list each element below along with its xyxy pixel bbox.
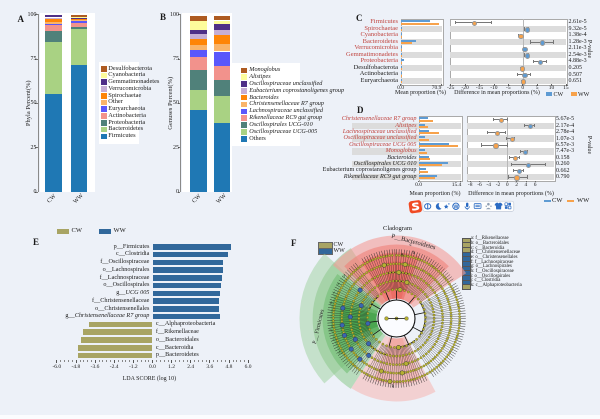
svg-text:b: b <box>413 251 416 256</box>
svg-text:j: j <box>337 349 339 354</box>
svg-text:e: e <box>337 281 339 286</box>
svg-text:f: f <box>333 291 335 296</box>
svg-text:W: W <box>453 204 458 210</box>
svg-text:k: k <box>392 384 395 389</box>
svg-text:a: a <box>401 253 404 258</box>
svg-text:h: h <box>330 327 333 332</box>
svg-text:g: g <box>330 299 333 304</box>
svg-text:c: c <box>409 243 412 248</box>
svg-text:d: d <box>343 273 346 278</box>
svg-text:i: i <box>333 336 335 341</box>
